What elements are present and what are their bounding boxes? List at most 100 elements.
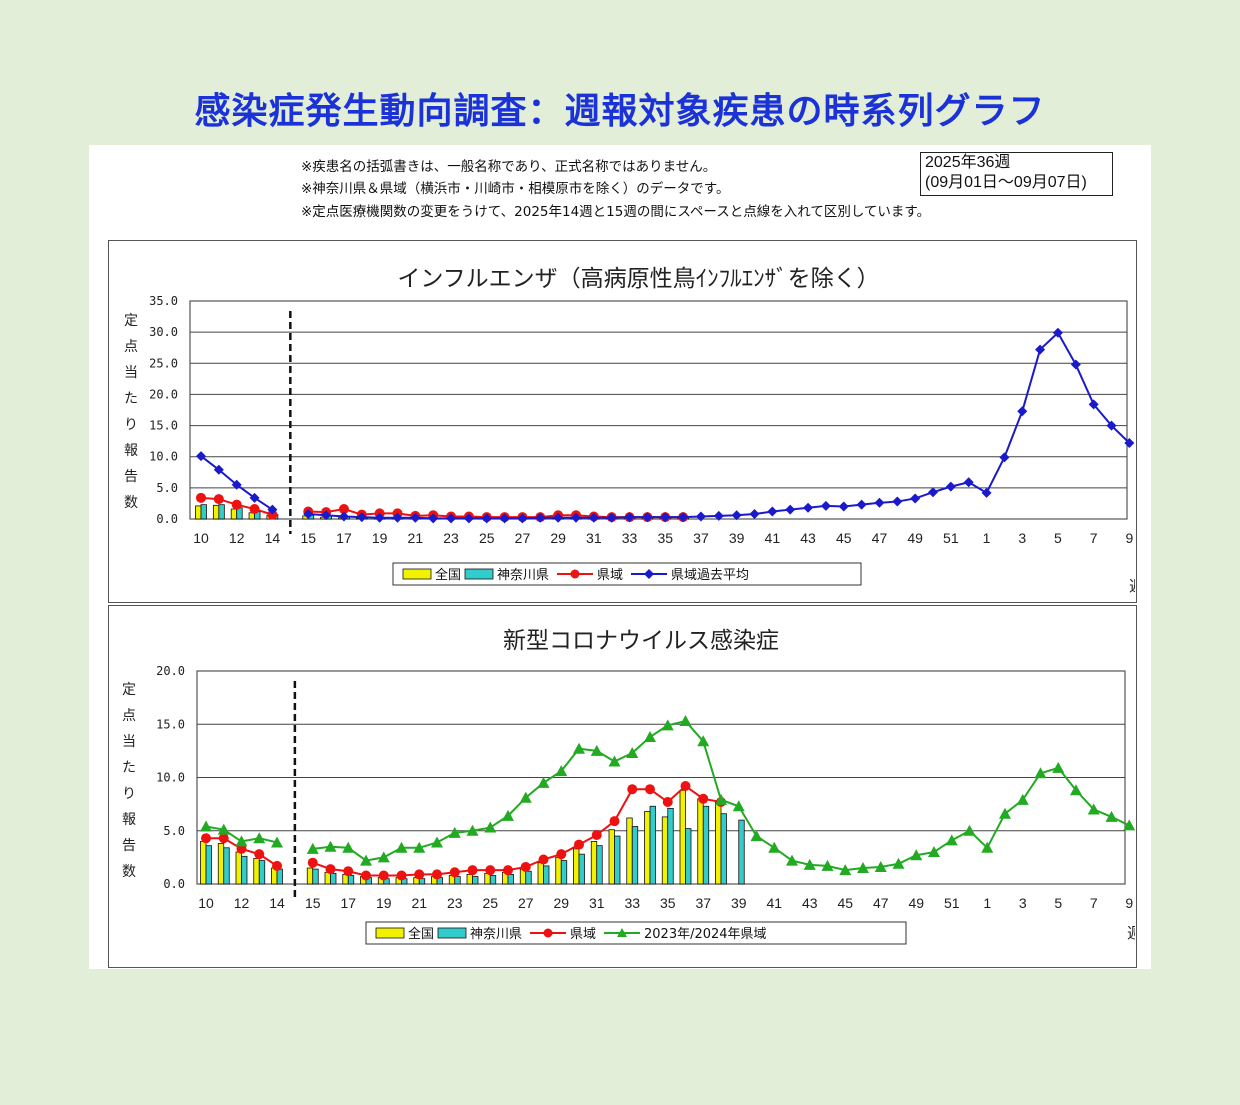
point-kako [838, 501, 849, 512]
bar-kanagawa [276, 868, 283, 885]
point-prev-year [431, 836, 443, 848]
covid-chart-panel: 新型コロナウイルス感染症 0.0 5.0 10.0 15.0 20.0 定点当たり報告数 10… [108, 605, 1137, 968]
x-tick-label: 23 [447, 895, 463, 911]
point-prev-year [484, 821, 497, 833]
point-kako [713, 510, 724, 521]
x-tick-label: 14 [269, 895, 285, 911]
x-tick-label: 45 [837, 895, 853, 911]
point-kenikiki [272, 860, 282, 871]
bar-zenkoku [697, 798, 704, 885]
bar-kanagawa [200, 504, 207, 520]
point-kako [660, 512, 671, 523]
point-kenikiki [662, 796, 673, 807]
y-tick-label: 10.0 [156, 771, 185, 785]
point-kako [1070, 359, 1081, 370]
point-kako [410, 512, 421, 523]
y-tick-label: 0.0 [156, 512, 178, 526]
bar-kanagawa [631, 826, 639, 885]
bar-kanagawa [205, 845, 212, 885]
point-kenikiki [361, 870, 371, 881]
x-tick-label: 1 [983, 895, 991, 911]
y-tick-label: 35.0 [149, 294, 178, 308]
point-prev-year [608, 755, 621, 767]
point-prev-year [750, 830, 763, 842]
point-kenikiki [196, 492, 206, 503]
bar-kanagawa [614, 835, 621, 885]
legend-marker [644, 569, 654, 579]
x-tick-label: 19 [376, 895, 392, 911]
bar-kanagawa [738, 819, 745, 885]
x-tick-label: 21 [408, 530, 424, 546]
point-kako [196, 451, 206, 462]
point-kako [499, 513, 510, 524]
x-tick-label: 43 [800, 530, 816, 546]
point-prev-year [1123, 819, 1135, 831]
legend-swatch [437, 927, 467, 939]
x-tick-label: 15 [305, 895, 321, 911]
x-tick-label: 39 [731, 895, 747, 911]
legend-swatch [375, 927, 405, 939]
legend-marker [543, 928, 553, 938]
point-kako [1052, 327, 1063, 338]
point-prev-year [839, 864, 852, 876]
point-kako [535, 512, 546, 523]
x-tick-label: 21 [411, 895, 427, 911]
legend-box [392, 562, 862, 586]
x-tick-label: 9 [1125, 895, 1133, 911]
x-tick-label: 9 [1125, 530, 1133, 546]
x-tick-label: 45 [836, 530, 852, 546]
point-prev-year [928, 846, 940, 858]
point-prev-year [857, 862, 869, 874]
covid-chart: 新型コロナウイルス感染症 0.0 5.0 10.0 15.0 20.0 定点当たり報告数 10… [122, 628, 1135, 945]
bar-zenkoku [212, 504, 220, 520]
point-prev-year [892, 857, 905, 869]
point-kako [428, 513, 439, 524]
point-prev-year [448, 826, 461, 838]
y-tick-label: 5.0 [156, 481, 178, 495]
point-kako [588, 512, 599, 523]
bar-kanagawa [312, 868, 319, 885]
point-prev-year [626, 747, 639, 759]
point-kenikiki [503, 865, 513, 876]
chart-title: 新型コロナウイルス感染症 [503, 628, 779, 654]
point-kako [1124, 438, 1135, 449]
point-kako [910, 493, 921, 504]
point-kako [945, 481, 956, 492]
y-tick-label: 20.0 [156, 664, 185, 678]
x-tick-label: 3 [1018, 530, 1026, 546]
x-tick-label: 10 [193, 530, 209, 546]
point-kako [928, 487, 938, 498]
point-prev-year [1034, 767, 1047, 779]
x-tick-label: 51 [943, 530, 959, 546]
legend-marker [570, 569, 580, 579]
y-tick-label: 10.0 [149, 450, 178, 464]
point-prev-year [271, 836, 283, 848]
point-prev-year [874, 860, 887, 872]
point-prev-year [661, 719, 674, 731]
x-tick-label: 39 [729, 530, 745, 546]
point-kako [874, 497, 885, 508]
bar-kanagawa [525, 870, 532, 885]
period-box: 2025年36週 (09月01日～09月07日) [920, 152, 1113, 196]
point-kenikiki [343, 866, 354, 877]
point-prev-year [235, 835, 248, 847]
x-tick-label: 51 [944, 895, 960, 911]
point-prev-year [999, 807, 1011, 819]
x-tick-label: 5 [1054, 530, 1062, 546]
point-prev-year [590, 744, 603, 756]
point-prev-year [555, 765, 568, 777]
bar-zenkoku [306, 867, 314, 885]
x-tick-label: 7 [1090, 895, 1098, 911]
point-kako [606, 512, 617, 523]
bar-zenkoku [679, 789, 686, 885]
point-prev-year [466, 824, 479, 836]
point-kako [249, 492, 260, 503]
point-kako [1035, 344, 1046, 355]
point-prev-year [697, 735, 710, 747]
influenza-chart: インフルエンザ（高病原性鳥ｲﾝﾌﾙｴﾝｻﾞを除く） 0.0 5.0 10.0 15.0 2… [124, 266, 1135, 595]
point-kako [481, 513, 492, 524]
legend-swatch [464, 568, 494, 580]
point-kako [338, 511, 349, 522]
point-kako [1088, 399, 1099, 410]
y-tick-label: 20.0 [149, 387, 178, 401]
